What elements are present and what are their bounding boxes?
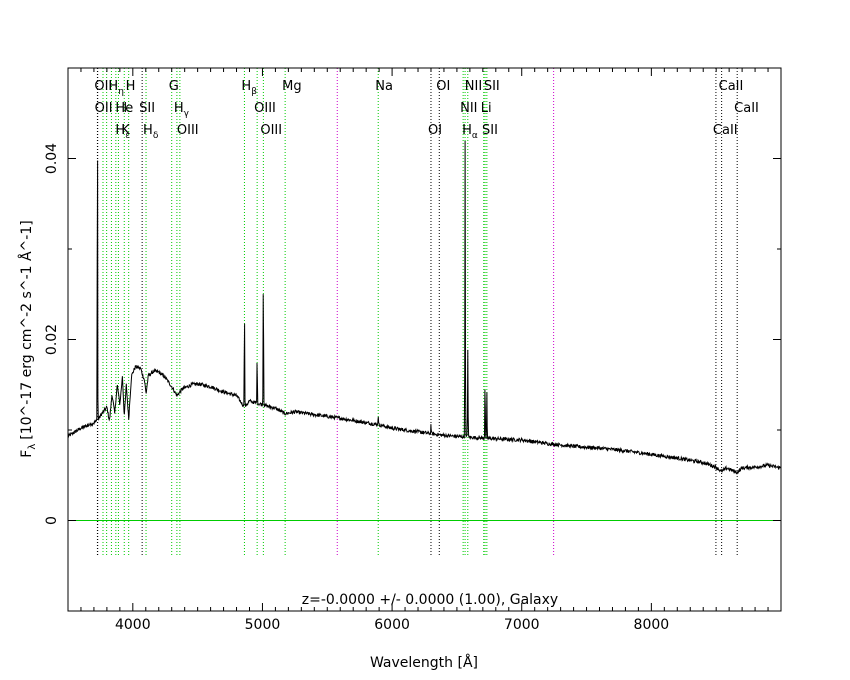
line-label-sub: ε [125, 131, 130, 141]
x-axis-label: Wavelength [Å] [370, 654, 478, 671]
line-label-9: SII [484, 79, 500, 94]
plot-frame [67, 67, 782, 612]
y-axis-label-main: F [19, 450, 35, 458]
line-label-text: Na [375, 79, 393, 94]
line-label-text: G [169, 79, 179, 94]
y-tick-label: 0.02 [44, 324, 60, 355]
line-label-5: Mg [282, 79, 301, 94]
line-label-15: Hγ [174, 101, 190, 119]
line-label-text: Mg [282, 79, 301, 94]
line-label-text: OI [436, 79, 450, 94]
line-label-text: SII [482, 123, 498, 138]
line-label-3: G [169, 79, 179, 94]
redshift-annotation: z=-0.0000 +/- 0.0000 (1.00), Galaxy [302, 592, 558, 608]
line-label-1: Hη [108, 79, 124, 97]
line-label-text: CaII [713, 123, 738, 138]
line-label-text: NII [465, 79, 482, 94]
line-label-text: OII [94, 79, 112, 94]
line-label-8: NII [465, 79, 482, 94]
x-tick-label: 5000 [245, 617, 281, 633]
line-label-text: H [174, 101, 184, 116]
line-label-14: SII [139, 101, 155, 116]
axes: 4000 5000 6000 7000 8000 0 0.02 0.04 [44, 67, 781, 633]
line-label-13: I [123, 101, 127, 116]
line-label-text: OII [95, 101, 113, 116]
line-label-text: K [121, 123, 130, 138]
line-label-16: OIII [254, 101, 276, 116]
line-label-text: CaII [734, 101, 759, 116]
y-tick-label: 0 [44, 516, 60, 525]
line-label-text: H [143, 123, 153, 138]
y-tick-label: 0.04 [44, 143, 60, 174]
spectrum-line [67, 140, 781, 475]
x-tick-label: 6000 [374, 617, 410, 633]
line-label-0: OII [94, 79, 112, 94]
line-label-text: SII [484, 79, 500, 94]
line-label-12: He [115, 101, 133, 116]
line-label-28: CaII [713, 123, 738, 138]
line-label-27: SII [482, 123, 498, 138]
line-label-text: OIII [254, 101, 276, 116]
line-label-text: OIII [260, 123, 282, 138]
line-label-11: OII [95, 101, 113, 116]
line-label-6: Na [375, 79, 393, 94]
line-label-2: H [126, 79, 136, 94]
y-axis-label-units: [10^-17 erg cm^-2 s^-1 Å^-1] [18, 220, 35, 439]
y-axis-label-sub: λ [27, 444, 38, 450]
line-label-sub: δ [153, 131, 159, 141]
line-label-text: NII [460, 101, 477, 116]
line-label-4: Hβ [241, 79, 257, 97]
line-label-text: H [115, 123, 125, 138]
line-label-19: CaII [734, 101, 759, 116]
line-label-text: SII [139, 101, 155, 116]
x-tick-label: 7000 [504, 617, 540, 633]
line-label-text: H [241, 79, 251, 94]
line-markers [96, 68, 738, 557]
x-tick-label: 4000 [115, 617, 151, 633]
line-label-26: Hα [462, 123, 478, 141]
line-label-18: Li [481, 101, 492, 116]
line-label-23: OIII [177, 123, 199, 138]
line-label-text: He [115, 101, 133, 116]
line-label-25: OI [428, 123, 442, 138]
line-label-sub: α [472, 131, 478, 141]
line-label-24: OIII [260, 123, 282, 138]
line-label-21: K [121, 123, 130, 138]
line-label-10: CaII [719, 79, 744, 94]
line-label-sub: β [251, 87, 257, 97]
line-label-text: Li [481, 101, 492, 116]
line-label-22: Hδ [143, 123, 159, 141]
line-label-20: Hε [115, 123, 130, 141]
line-label-text: H [108, 79, 118, 94]
line-label-text: I [123, 101, 127, 116]
x-tick-label: 8000 [634, 617, 670, 633]
y-axis-label: Fλ [10^-17 erg cm^-2 s^-1 Å^-1] [18, 220, 38, 457]
line-label-text: CaII [719, 79, 744, 94]
line-label-sub: η [118, 87, 124, 97]
line-label-7: OI [436, 79, 450, 94]
line-label-text: OIII [177, 123, 199, 138]
line-label-text: H [126, 79, 136, 94]
line-label-text: OI [428, 123, 442, 138]
line-label-text: H [462, 123, 472, 138]
line-label-sub: γ [184, 109, 190, 119]
line-label-17: NII [460, 101, 477, 116]
